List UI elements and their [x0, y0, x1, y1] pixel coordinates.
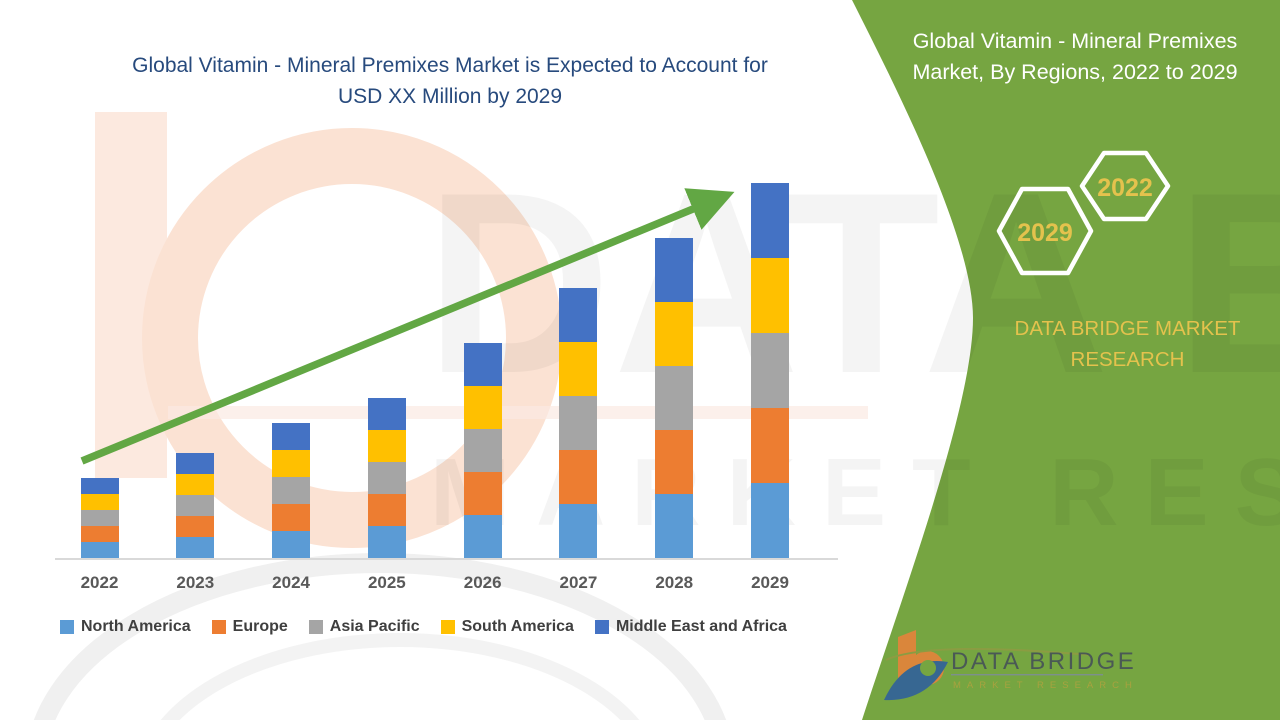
- bar-segment-south-america: [80, 494, 119, 510]
- panel-title: Global Vitamin - Mineral Premixes Market…: [885, 26, 1265, 88]
- x-axis-label-2028: 2028: [655, 573, 694, 592]
- logo-arc: [885, 647, 1091, 661]
- x-axis-label-2023: 2023: [176, 573, 215, 592]
- legend-item-europe: Europe: [211, 618, 288, 636]
- panel-title-line1: Global Vitamin - Mineral Premixes: [912, 29, 1238, 53]
- bar-segment-asia-pacific: [463, 429, 502, 472]
- bar-segment-europe: [176, 516, 215, 537]
- bar-segment-europe: [655, 430, 694, 494]
- chart-title: Global Vitamin - Mineral Premixes Market…: [60, 50, 840, 112]
- legend-label: Asia Pacific: [329, 618, 420, 635]
- bar-segment-middle-east-and-africa: [176, 453, 215, 474]
- x-axis-label-2029: 2029: [751, 573, 789, 592]
- legend-swatch: [440, 620, 455, 634]
- brand-text-line1: DATA BRIDGE MARKET: [1014, 317, 1241, 340]
- bar-segment-south-america: [176, 474, 215, 495]
- bar-segment-europe: [751, 408, 790, 483]
- watermark-line2: MARKET RESEARCH: [430, 439, 1280, 546]
- x-axis-label-2026: 2026: [463, 573, 502, 592]
- hexagon-large-label: 2029: [1017, 219, 1073, 247]
- bar-segment-asia-pacific: [80, 510, 119, 526]
- bar-segment-europe: [80, 526, 119, 542]
- stacked-bar-2025: [367, 398, 406, 558]
- bar-segment-north-america: [272, 531, 311, 558]
- legend-label: Middle East and Africa: [615, 618, 787, 635]
- bar-segment-middle-east-and-africa: [559, 288, 598, 342]
- legend-label: North America: [81, 618, 191, 635]
- bar-segment-middle-east-and-africa: [80, 478, 119, 494]
- bar-segment-north-america: [751, 483, 790, 558]
- watermark-b-stem: [95, 112, 167, 478]
- logo-b-bowl-hole: [920, 660, 936, 676]
- hexagon-small: [1079, 150, 1171, 222]
- x-axis-label-2024: 2024: [272, 573, 310, 592]
- legend-item-asia-pacific: Asia Pacific: [308, 618, 420, 636]
- logo-b-stem: [898, 630, 916, 686]
- legend-item-middle-east-and-africa: Middle East and Africa: [594, 618, 787, 636]
- bar-segment-middle-east-and-africa: [751, 183, 790, 258]
- bar-segment-north-america: [367, 526, 406, 558]
- legend-label: South America: [461, 618, 574, 635]
- stacked-bar-2029: [751, 183, 790, 558]
- bar-segment-south-america: [463, 386, 502, 429]
- bar-segment-middle-east-and-africa: [655, 238, 694, 302]
- bar-segment-north-america: [463, 515, 502, 558]
- watermark-swoosh-inner: [160, 633, 640, 720]
- bar-segment-asia-pacific: [367, 462, 406, 494]
- legend-swatch: [211, 620, 226, 634]
- x-axis-label-2022: 2022: [80, 573, 119, 592]
- stacked-bar-2027: [559, 288, 598, 558]
- bar-segment-north-america: [80, 542, 119, 558]
- legend-swatch: [308, 620, 323, 634]
- bar-segment-europe: [367, 494, 406, 526]
- brand-text-line2: RESEARCH: [1070, 348, 1185, 371]
- logo-wordmark: DATA BRIDGE: [951, 648, 1136, 675]
- stacked-bar-2028: [655, 238, 694, 558]
- bar-segment-europe: [272, 504, 311, 531]
- bar-segment-europe: [463, 472, 502, 515]
- legend-label: Europe: [232, 618, 288, 635]
- bar-segment-asia-pacific: [176, 495, 215, 516]
- bar-segment-middle-east-and-africa: [463, 343, 502, 386]
- bar-segment-north-america: [655, 494, 694, 558]
- x-axis-line: [55, 558, 838, 560]
- hexagon-large: [996, 186, 1094, 276]
- bar-segment-south-america: [655, 302, 694, 366]
- stacked-bar-2024: [272, 423, 311, 558]
- chart-title-line2: USD XX Million by 2029: [337, 85, 563, 108]
- logo-swoosh: [884, 661, 948, 701]
- stacked-bar-2023: [176, 453, 215, 558]
- panel-title-line2: Market, By Regions, 2022 to 2029: [912, 60, 1238, 84]
- legend-item-north-america: North America: [60, 618, 191, 636]
- bar-segment-asia-pacific: [655, 366, 694, 430]
- chart-title-line1: Global Vitamin - Mineral Premixes Market…: [132, 54, 768, 77]
- legend-swatch: [60, 620, 74, 634]
- bar-segment-south-america: [367, 430, 406, 462]
- bar-segment-north-america: [559, 504, 598, 558]
- legend-swatch: [594, 620, 609, 634]
- x-axis-label-2027: 2027: [559, 573, 598, 592]
- bar-segment-asia-pacific: [751, 333, 790, 408]
- hexagon-small-label: 2022: [1097, 174, 1153, 202]
- logo-subtext: MARKET RESEARCH: [953, 680, 1138, 691]
- legend-item-south-america: South America: [440, 618, 574, 636]
- bar-segment-middle-east-and-africa: [367, 398, 406, 430]
- logo-b-bowl: [910, 651, 944, 685]
- stacked-bar-2022: [80, 478, 119, 558]
- bar-segment-south-america: [272, 450, 311, 477]
- watermark-line1: DATA BRIDGE: [425, 138, 1280, 427]
- brand-text: DATA BRIDGE MARKET RESEARCH: [1000, 313, 1255, 375]
- bar-segment-asia-pacific: [559, 396, 598, 450]
- logo-underline: [951, 674, 1103, 676]
- bar-segment-middle-east-and-africa: [272, 423, 311, 450]
- bar-segment-north-america: [176, 537, 215, 558]
- x-axis-label-2025: 2025: [367, 573, 406, 592]
- bar-segment-asia-pacific: [272, 477, 311, 504]
- bar-segment-south-america: [751, 258, 790, 333]
- chart-legend: North America Europe Asia Pacific South Ame…: [60, 618, 787, 636]
- stacked-bar-2026: [463, 343, 502, 558]
- bar-segment-south-america: [559, 342, 598, 396]
- bar-segment-europe: [559, 450, 598, 504]
